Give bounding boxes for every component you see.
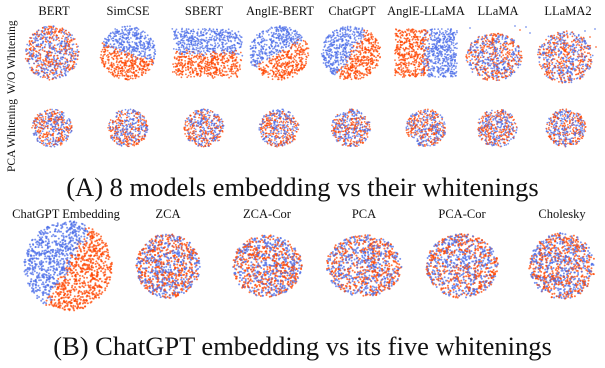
scatter-pca-whitened-7	[545, 108, 587, 148]
scatter-pca-whitened-5	[405, 108, 447, 148]
scatter-cholesky	[528, 232, 595, 300]
scatter-llama2-raw	[537, 30, 594, 84]
scatter-angle-bert-raw	[249, 25, 310, 81]
scatter-pca-whitened-2	[183, 108, 225, 148]
panel-b-label-cholesky: Cholesky	[538, 207, 586, 221]
scatter-sbert-raw	[171, 27, 244, 79]
scatter-chatgpt-embedding	[23, 220, 113, 312]
scatter-chatgpt-raw	[320, 25, 382, 81]
panel-a-label-sbert: SBERT	[184, 4, 224, 18]
panel-a-label-angle-bert: AnglE-BERT	[246, 4, 314, 18]
panel-b-label-pca: PCA	[351, 207, 377, 221]
scatter-llama-raw	[465, 32, 523, 82]
scatter-pca-whitened-0	[31, 108, 73, 148]
panel-b-label-zca: ZCA	[155, 207, 181, 221]
scatter-pca-whitened-4	[330, 108, 372, 148]
panel-b-label-pca-cor: PCA-Cor	[438, 207, 486, 221]
scatter-zca	[135, 233, 201, 299]
scatter-angle-llama-raw	[394, 28, 458, 78]
scatter-simcse-raw	[99, 25, 157, 81]
panel-a-label-bert: BERT	[38, 4, 70, 18]
scatter-pca-whitened-6	[477, 108, 518, 148]
scatter-pca-cor	[425, 233, 499, 299]
panel-b-caption: (B) ChatGPT embedding vs its five whiten…	[53, 331, 552, 361]
scatter-pca-whitened-3	[258, 108, 300, 148]
panel-a-label-angle-llama: AnglE-LLaMA	[387, 4, 465, 18]
panel-a-label-simcse: SimCSE	[106, 4, 150, 18]
panel-a-label-llama2: LLaMA2	[544, 4, 592, 18]
panel-a-label-chatgpt: ChatGPT	[328, 4, 376, 18]
panel-a-caption: (A) 8 models embedding vs their whitenin…	[66, 172, 539, 202]
scatter-pca-whitened-1	[107, 108, 149, 148]
scatter-outliers	[469, 25, 597, 48]
scatter-bert-raw	[24, 25, 80, 81]
panel-a-label-llama: LLaMA	[477, 4, 519, 18]
scatter-zca-cor	[232, 234, 303, 298]
panel-b-label-zca-cor: ZCA-Cor	[243, 207, 291, 221]
panel-b-label-chatgpt-embedding: ChatGPT Embedding	[12, 207, 120, 221]
scatter-pca	[326, 234, 403, 297]
